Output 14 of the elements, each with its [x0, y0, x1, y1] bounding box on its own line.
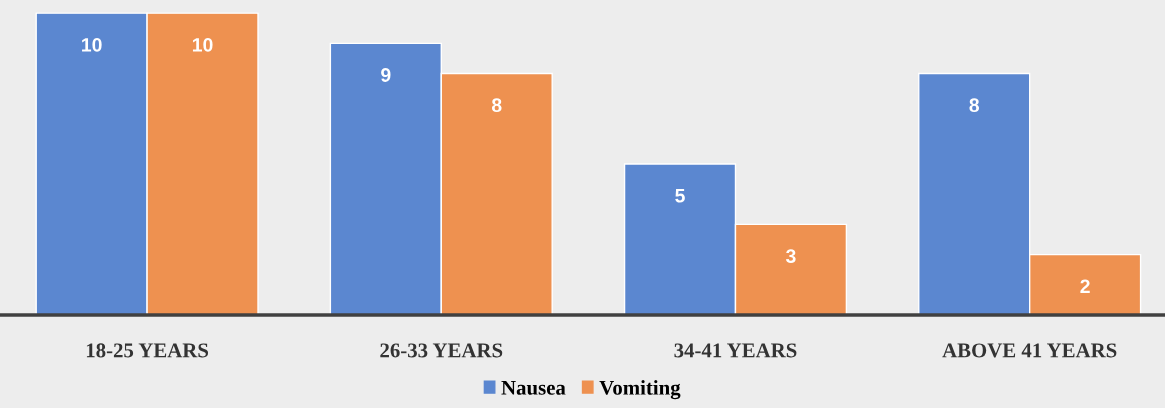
x-tick-label: ABOVE 41 YEARS	[942, 343, 1117, 358]
legend-label: Vomiting	[599, 380, 681, 400]
data-label: 2	[1080, 279, 1090, 293]
data-label: 10	[192, 37, 213, 52]
data-label: 10	[82, 37, 102, 52]
data-label: 8	[969, 98, 980, 113]
data-label: 8	[491, 98, 502, 113]
legend-label: Nausea	[501, 380, 566, 395]
x-tick-label: 34-41 YEARS	[674, 343, 797, 358]
data-label: 3	[785, 249, 796, 264]
data-label: 5	[675, 189, 685, 203]
data-label: 9	[381, 68, 391, 82]
x-tick-label: 18-25 YEARS	[86, 343, 209, 358]
x-tick-label: 26-33 YEARS	[380, 343, 503, 358]
